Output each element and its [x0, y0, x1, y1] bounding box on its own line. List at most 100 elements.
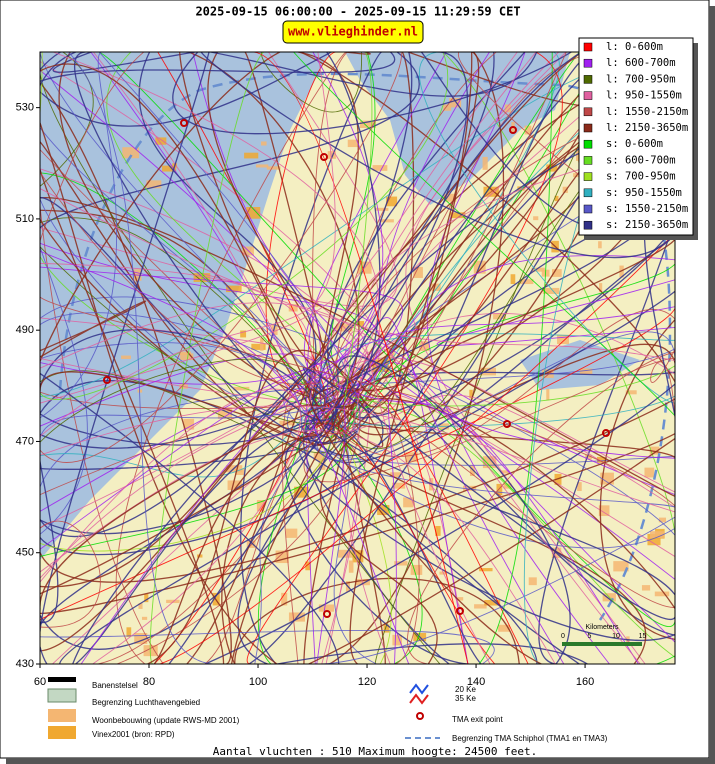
- urban-patch: [155, 137, 167, 145]
- flight-track: [298, 437, 675, 641]
- flight-track: [407, 351, 675, 664]
- urban-patch: [375, 207, 389, 211]
- flight-track: [358, 52, 473, 408]
- flight-track: [343, 52, 373, 401]
- flight-track: [230, 388, 352, 664]
- urban-patch: [233, 386, 250, 391]
- flight-track: [40, 396, 318, 478]
- flight-track: [149, 52, 272, 664]
- urban-patch: [390, 472, 401, 478]
- flight-track: [159, 223, 675, 664]
- urban-patch: [162, 165, 177, 172]
- urban-patch: [260, 338, 264, 351]
- flight-track: [338, 402, 647, 664]
- urban-patch: [644, 467, 655, 478]
- flight-track: [40, 52, 420, 229]
- urban-patch: [266, 166, 281, 170]
- flight-track: [40, 52, 402, 463]
- urban-patch: [625, 390, 637, 395]
- flight-track: [277, 643, 588, 664]
- legend-label: s: 600-700m: [606, 154, 676, 166]
- flight-track: [254, 426, 325, 664]
- flight-track: [307, 388, 611, 664]
- urban-patch: [500, 470, 510, 474]
- flight-track: [435, 52, 553, 664]
- urban-patch: [600, 472, 614, 485]
- urban-patch: [431, 283, 441, 291]
- flight-track: [40, 188, 675, 361]
- urban-patch: [392, 482, 406, 489]
- urban-patch: [504, 104, 511, 113]
- urban-patch: [435, 525, 441, 536]
- flight-track: [40, 250, 410, 664]
- urban-patch: [126, 627, 132, 637]
- urban-patch: [256, 500, 265, 512]
- flight-track: [426, 52, 610, 664]
- flight-track: [40, 52, 538, 97]
- flight-track: [327, 309, 675, 457]
- urban-patch: [519, 279, 534, 285]
- flight-track: [40, 52, 209, 280]
- urban-patch: [305, 561, 311, 571]
- legend-swatch: [583, 75, 593, 84]
- flight-track: [40, 52, 384, 385]
- urban-patch: [533, 216, 539, 221]
- flight-track: [139, 52, 371, 55]
- urban-patch: [641, 585, 651, 591]
- urban-patch: [141, 616, 148, 620]
- flight-track: [350, 351, 491, 664]
- x-tick-label: 140: [467, 676, 485, 688]
- urban-patch: [372, 165, 388, 171]
- urban-patch: [649, 446, 660, 455]
- flight-track: [40, 52, 349, 429]
- flight-track: [40, 52, 448, 400]
- site-link[interactable]: www.vlieghinder.nl: [288, 25, 418, 39]
- urban-patch: [450, 212, 466, 219]
- site-badge[interactable]: [282, 20, 424, 44]
- flight-track: [40, 233, 675, 610]
- flight-track: [40, 371, 346, 664]
- flight-track: [40, 629, 495, 664]
- flight-track: [40, 406, 353, 595]
- flight-track: [52, 52, 209, 73]
- urban-patch: [597, 456, 605, 463]
- urban-patch: [285, 528, 298, 538]
- urban-patch: [146, 180, 162, 189]
- urban-patch: [479, 568, 493, 572]
- flight-track: [98, 52, 361, 441]
- legend-swatch: [583, 42, 593, 52]
- flight-track: [74, 52, 338, 421]
- urban-patch: [261, 141, 267, 146]
- flight-track: [40, 52, 118, 419]
- urban-patch: [598, 505, 610, 517]
- legend-swatch: [583, 91, 593, 100]
- y-tick-label: 490: [16, 324, 34, 336]
- flight-track: [40, 389, 370, 470]
- flight-track: [40, 174, 164, 664]
- urban-patch: [360, 120, 376, 128]
- flight-track: [306, 317, 565, 664]
- urban-patch: [179, 351, 192, 355]
- map: [40, 52, 675, 664]
- x-tick-label: 160: [576, 676, 594, 688]
- urban-patch: [444, 193, 457, 202]
- flight-track: [143, 403, 340, 664]
- legend-label: s: 0-600m: [606, 138, 663, 150]
- urban-patch: [352, 550, 364, 563]
- x-tick-label: 120: [358, 676, 376, 688]
- flight-track: [172, 52, 572, 135]
- flight-track: [40, 169, 320, 385]
- y-tick-label: 530: [16, 102, 34, 114]
- footer: Aantal vluchten : 510 Maximum hoogte: 24…: [213, 745, 538, 758]
- shadow: [709, 6, 715, 764]
- flight-track: [293, 52, 675, 445]
- title: 2025-09-15 06:00:00 - 2025-09-15 11:29:5…: [195, 5, 520, 19]
- urban-patch: [546, 388, 550, 401]
- legend-swatch: [583, 123, 593, 133]
- flight-track: [339, 52, 580, 452]
- flight-track: [40, 209, 308, 403]
- flight-track: [319, 433, 438, 664]
- urban-patch: [528, 577, 537, 586]
